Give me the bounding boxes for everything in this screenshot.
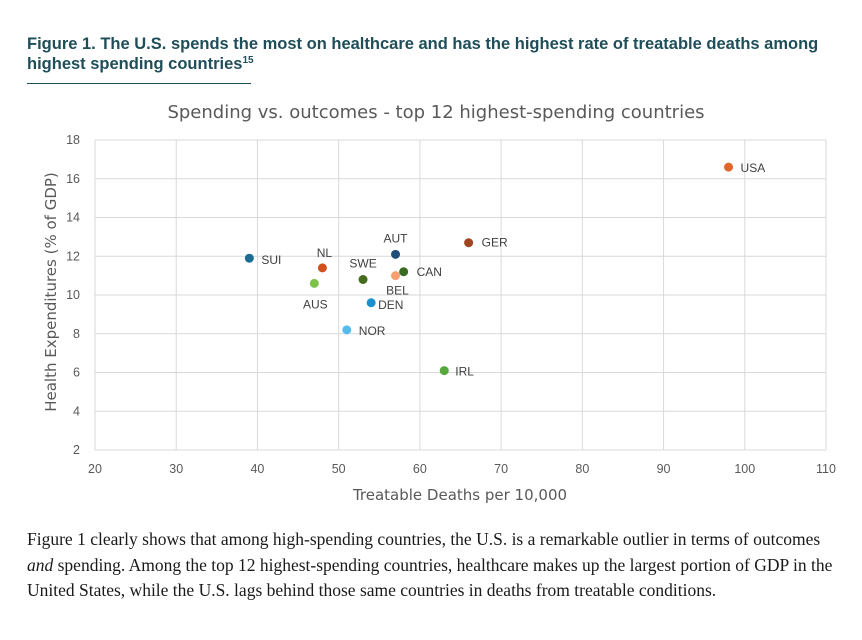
point-label-sui: SUI xyxy=(261,253,281,267)
point-label-can: CAN xyxy=(417,265,442,279)
y-axis-ticks: 2 4 6 8 10 12 14 16 18 xyxy=(66,133,80,457)
point-aut[interactable] xyxy=(391,249,401,259)
x-tick-label: 20 xyxy=(88,462,102,476)
point-den[interactable] xyxy=(366,298,376,308)
y-tick-label: 6 xyxy=(73,366,80,380)
x-tick-label: 80 xyxy=(575,462,589,476)
point-label-irl: IRL xyxy=(455,365,474,379)
point-label-swe: SWE xyxy=(349,257,376,271)
data-points: USA GER AUT SUI NL CAN BEL SWE AUS DEN NOR IRL xyxy=(244,161,766,379)
y-tick-label: 8 xyxy=(73,327,80,341)
x-tick-label: 60 xyxy=(413,462,427,476)
caption-emphasis: and xyxy=(27,554,54,575)
y-tick-label: 2 xyxy=(73,443,80,457)
x-axis-ticks: 20 30 40 50 60 70 80 90 100 110 xyxy=(88,462,836,476)
point-label-nl: NL xyxy=(317,246,333,260)
caption-paragraph: Figure 1 clearly shows that among high-s… xyxy=(27,527,847,604)
chart-grid xyxy=(94,139,827,451)
point-label-nor: NOR xyxy=(359,324,386,338)
y-tick-label: 16 xyxy=(66,172,80,186)
point-label-ger: GER xyxy=(482,236,508,250)
point-bel[interactable] xyxy=(391,271,401,281)
x-tick-label: 110 xyxy=(816,462,836,476)
point-can[interactable] xyxy=(399,267,409,277)
point-usa[interactable] xyxy=(724,162,734,172)
figure-title: Figure 1. The U.S. spends the most on he… xyxy=(27,34,837,74)
x-axis-label: Treatable Deaths per 10,000 xyxy=(352,486,567,504)
point-irl[interactable] xyxy=(439,366,449,376)
point-label-usa: USA xyxy=(741,161,766,175)
x-tick-label: 50 xyxy=(332,462,346,476)
y-tick-label: 12 xyxy=(66,249,80,263)
title-divider xyxy=(27,83,251,84)
x-tick-label: 90 xyxy=(657,462,671,476)
x-tick-label: 40 xyxy=(250,462,264,476)
footnote-reference[interactable]: 15 xyxy=(242,55,254,66)
point-aus[interactable] xyxy=(309,278,319,288)
point-ger[interactable] xyxy=(464,238,474,248)
y-tick-label: 14 xyxy=(66,211,80,225)
chart-title: Spending vs. outcomes - top 12 highest-s… xyxy=(167,102,704,123)
caption-part-2: spending. Among the top 12 highest-spend… xyxy=(27,554,833,601)
x-tick-label: 30 xyxy=(169,462,183,476)
point-label-den: DEN xyxy=(378,298,403,312)
y-tick-label: 10 xyxy=(66,288,80,302)
x-tick-label: 100 xyxy=(734,462,755,476)
point-label-bel: BEL xyxy=(386,284,409,298)
caption-part-1: Figure 1 clearly shows that among high-s… xyxy=(27,529,821,549)
point-sui[interactable] xyxy=(244,253,254,263)
point-label-aut: AUT xyxy=(384,231,409,245)
point-swe[interactable] xyxy=(358,275,368,284)
y-axis-label: Health Expenditures (% of GDP) xyxy=(42,172,60,412)
y-tick-label: 4 xyxy=(73,404,80,418)
point-nor[interactable] xyxy=(342,325,352,335)
figure-title-text: Figure 1. The U.S. spends the most on he… xyxy=(27,35,819,73)
scatter-chart: Spending vs. outcomes - top 12 highest-s… xyxy=(42,102,836,504)
point-nl[interactable] xyxy=(317,263,327,273)
y-tick-label: 18 xyxy=(66,133,80,147)
x-tick-label: 70 xyxy=(494,462,508,476)
point-label-aus: AUS xyxy=(303,297,328,311)
